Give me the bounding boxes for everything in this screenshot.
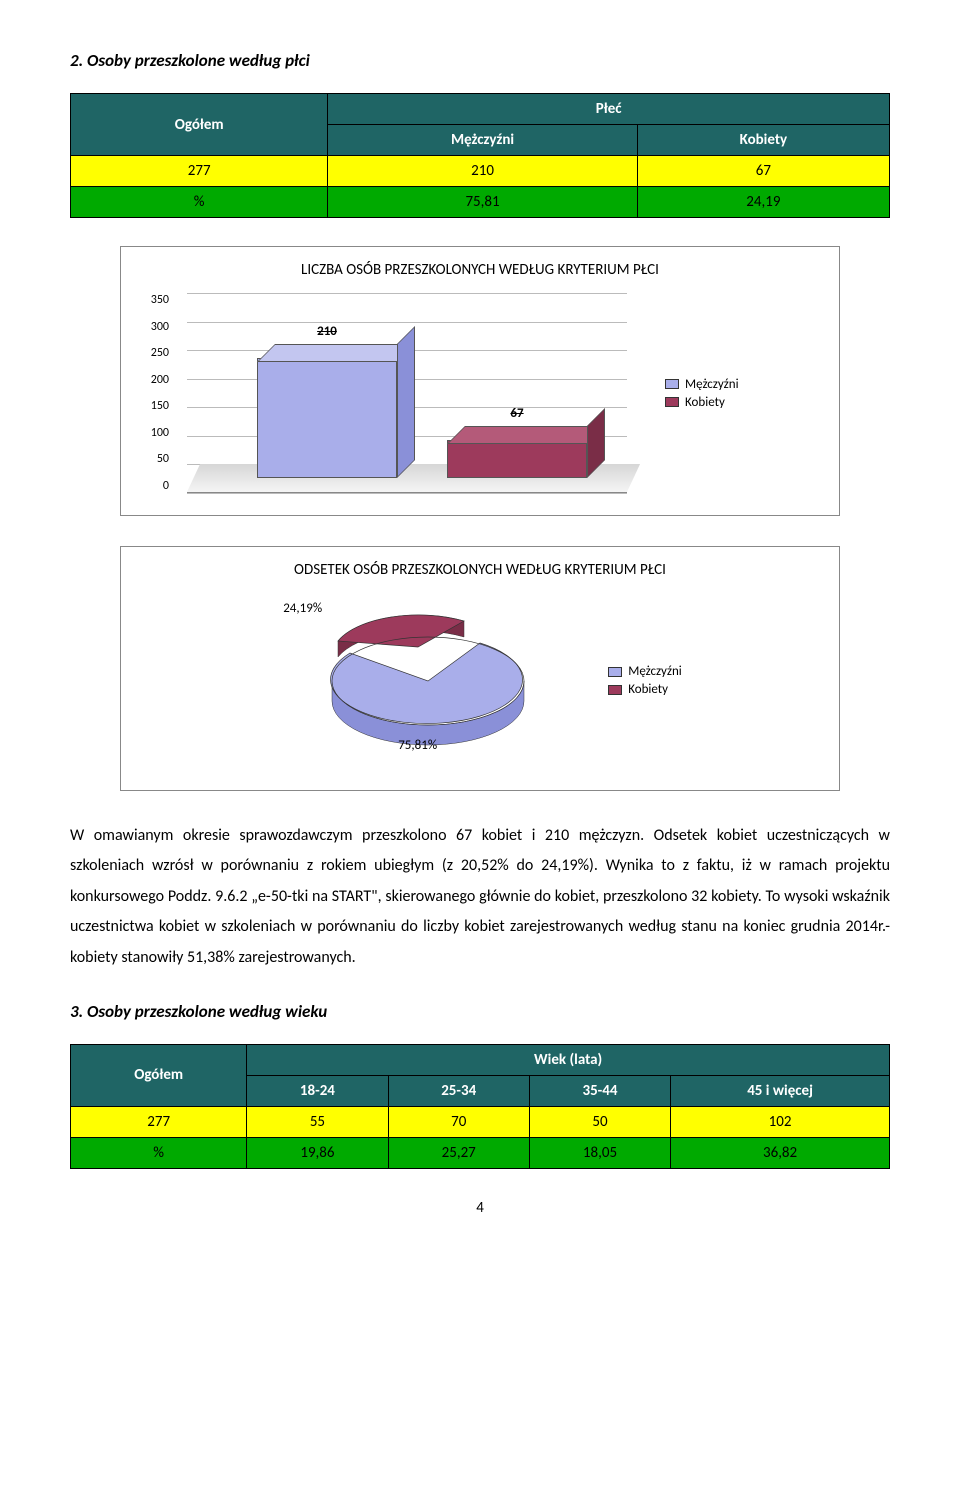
body-paragraph: W omawianym okresie sprawozdawczym przes… — [70, 821, 890, 973]
section3-title: 3. Osoby przeszkolone według wieku — [70, 1001, 890, 1022]
tick: 300 — [139, 320, 169, 334]
table-row: 277 55 70 50 102 — [71, 1106, 890, 1137]
pie-label-k: 24,19% — [283, 601, 322, 616]
bar-0: 210 — [257, 358, 397, 478]
th-plec: Płeć — [328, 94, 890, 125]
cell: 210 — [328, 156, 637, 187]
tick: 250 — [139, 346, 169, 360]
cell: 50 — [529, 1106, 670, 1137]
th-age: 45 i więcej — [671, 1075, 890, 1106]
bar-1: 67 — [447, 440, 587, 478]
cell: 67 — [637, 156, 889, 187]
cell: 19,86 — [247, 1137, 388, 1168]
gender-table: Ogółem Płeć Mężczyźni Kobiety 277 210 67… — [70, 93, 890, 218]
legend-swatch — [608, 667, 622, 677]
pie-legend: Mężczyźni Kobiety — [608, 661, 682, 700]
age-table: Ogółem Wiek (lata) 18-24 25-34 35-44 45 … — [70, 1044, 890, 1169]
th-m: Mężczyźni — [328, 125, 637, 156]
table-row: % 75,81 24,19 — [71, 187, 890, 218]
tick: 350 — [139, 293, 169, 307]
tick: 0 — [139, 479, 169, 493]
bar-chart-box: LICZBA OSÓB PRZESZKOLONYCH WEDŁUG KRYTER… — [120, 246, 840, 516]
legend-label: Kobiety — [628, 682, 668, 697]
cell: 24,19 — [637, 187, 889, 218]
th-ogolem: Ogółem — [71, 1044, 247, 1106]
tick: 50 — [139, 452, 169, 466]
cell: 70 — [388, 1106, 529, 1137]
y-axis-labels: 350 300 250 200 150 100 50 0 — [139, 293, 169, 493]
th-age: 25-34 — [388, 1075, 529, 1106]
cell: % — [71, 1137, 247, 1168]
th-ogolem: Ogółem — [71, 94, 328, 156]
legend-label: Kobiety — [685, 395, 725, 410]
tick: 200 — [139, 373, 169, 387]
cell: 102 — [671, 1106, 890, 1137]
cell: 36,82 — [671, 1137, 890, 1168]
cell: % — [71, 187, 328, 218]
legend-item: Kobiety — [665, 395, 739, 410]
legend-label: Mężczyźni — [685, 377, 739, 392]
pie-chart-title: ODSETEK OSÓB PRZESZKOLONYCH WEDŁUG KRYTE… — [139, 561, 821, 579]
bar-legend: Mężczyźni Kobiety — [665, 374, 739, 413]
legend-swatch — [665, 397, 679, 407]
pie-wrap: 24,19% 75,81% — [278, 593, 558, 768]
legend-swatch — [665, 379, 679, 389]
th-wiek: Wiek (lata) — [247, 1044, 890, 1075]
cell: 55 — [247, 1106, 388, 1137]
cell: 75,81 — [328, 187, 637, 218]
table-row: % 19,86 25,27 18,05 36,82 — [71, 1137, 890, 1168]
th-k: Kobiety — [637, 125, 889, 156]
legend-item: Mężczyźni — [608, 664, 682, 679]
legend-swatch — [608, 685, 622, 695]
cell: 18,05 — [529, 1137, 670, 1168]
pie-label-m: 75,81% — [398, 738, 437, 753]
bar-plot-area: 210 67 — [187, 293, 627, 493]
th-age: 35-44 — [529, 1075, 670, 1106]
tick: 100 — [139, 426, 169, 440]
section2-title: 2. Osoby przeszkolone według płci — [70, 50, 890, 71]
table-row: 277 210 67 — [71, 156, 890, 187]
tick: 150 — [139, 399, 169, 413]
th-age: 18-24 — [247, 1075, 388, 1106]
legend-item: Kobiety — [608, 682, 682, 697]
legend-label: Mężczyźni — [628, 664, 682, 679]
pie-chart-box: ODSETEK OSÓB PRZESZKOLONYCH WEDŁUG KRYTE… — [120, 546, 840, 791]
legend-item: Mężczyźni — [665, 377, 739, 392]
page-number: 4 — [70, 1199, 890, 1217]
cell: 277 — [71, 1106, 247, 1137]
cell: 25,27 — [388, 1137, 529, 1168]
bar-chart-title: LICZBA OSÓB PRZESZKOLONYCH WEDŁUG KRYTER… — [139, 261, 821, 279]
cell: 277 — [71, 156, 328, 187]
